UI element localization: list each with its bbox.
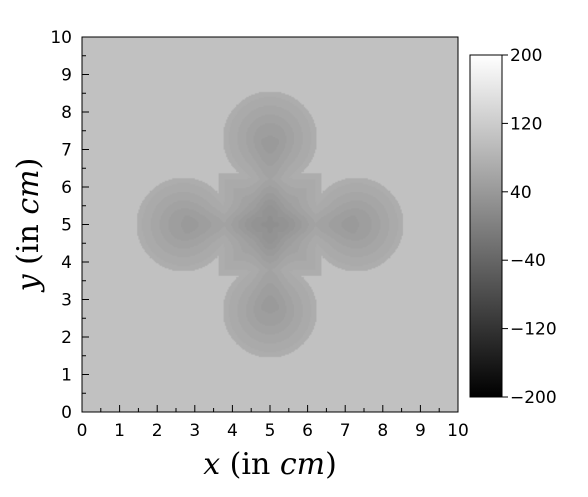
- y-tick-label: 7: [61, 141, 72, 161]
- axis-label-part: cm: [280, 447, 325, 482]
- x-tick-label: 1: [114, 421, 125, 441]
- colorbar-ticks: 200 120 40 −40 −120 −200: [502, 46, 557, 408]
- colorbar-tick-label: −120: [510, 320, 557, 340]
- colorbar-tick-label: −40: [510, 251, 546, 271]
- x-tick-label: 4: [227, 421, 238, 441]
- axis-label-part: ): [11, 158, 46, 170]
- x-tick-label: 2: [152, 421, 163, 441]
- colorbar-gradient: [469, 54, 503, 398]
- x-tick-label: 10: [447, 421, 469, 441]
- colorbar-tick-label: 200: [510, 46, 542, 66]
- axis-label-part: cm: [11, 169, 46, 214]
- x-tick-label: 8: [377, 421, 388, 441]
- heatmap-image: [82, 37, 458, 412]
- y-tick-label: 4: [61, 253, 72, 273]
- x-axis: 0 1 2 3 4 5 6 7 8 9 10: [77, 405, 469, 441]
- colorbar-tick-label: −200: [510, 388, 557, 408]
- colorbar-tick-label: 120: [510, 114, 542, 134]
- x-tick-label: 7: [340, 421, 351, 441]
- axis-label-part: (in: [11, 215, 46, 275]
- axis-label-part: x: [203, 447, 220, 482]
- axis-label-part: (in: [220, 447, 280, 482]
- colorbar: 200 120 40 −40 −120 −200: [469, 46, 557, 408]
- y-tick-label: 1: [61, 366, 72, 386]
- x-tick-label: 6: [302, 421, 313, 441]
- axis-label-part: y: [11, 273, 46, 293]
- y-tick-label: 2: [61, 328, 72, 348]
- y-tick-label: 5: [61, 216, 72, 236]
- x-tick-label: 9: [415, 421, 426, 441]
- y-tick-label: 9: [61, 66, 72, 86]
- x-axis-label: x (in cm): [203, 447, 337, 482]
- colorbar-tick-label: 40: [510, 183, 532, 203]
- y-tick-label: 8: [61, 103, 72, 123]
- plot-area: [81, 36, 459, 413]
- y-axis-label: y (in cm): [11, 158, 46, 294]
- x-tick-label: 0: [77, 421, 88, 441]
- x-tick-label: 3: [189, 421, 200, 441]
- axis-label-part: ): [325, 447, 337, 482]
- y-axis: 0 1 2 3 4 5 6 7 8 9 10: [50, 28, 89, 423]
- x-tick-label: 5: [265, 421, 276, 441]
- y-tick-label: 6: [61, 178, 72, 198]
- y-tick-label: 0: [61, 403, 72, 423]
- y-tick-label: 10: [50, 28, 72, 48]
- y-tick-label: 3: [61, 291, 72, 311]
